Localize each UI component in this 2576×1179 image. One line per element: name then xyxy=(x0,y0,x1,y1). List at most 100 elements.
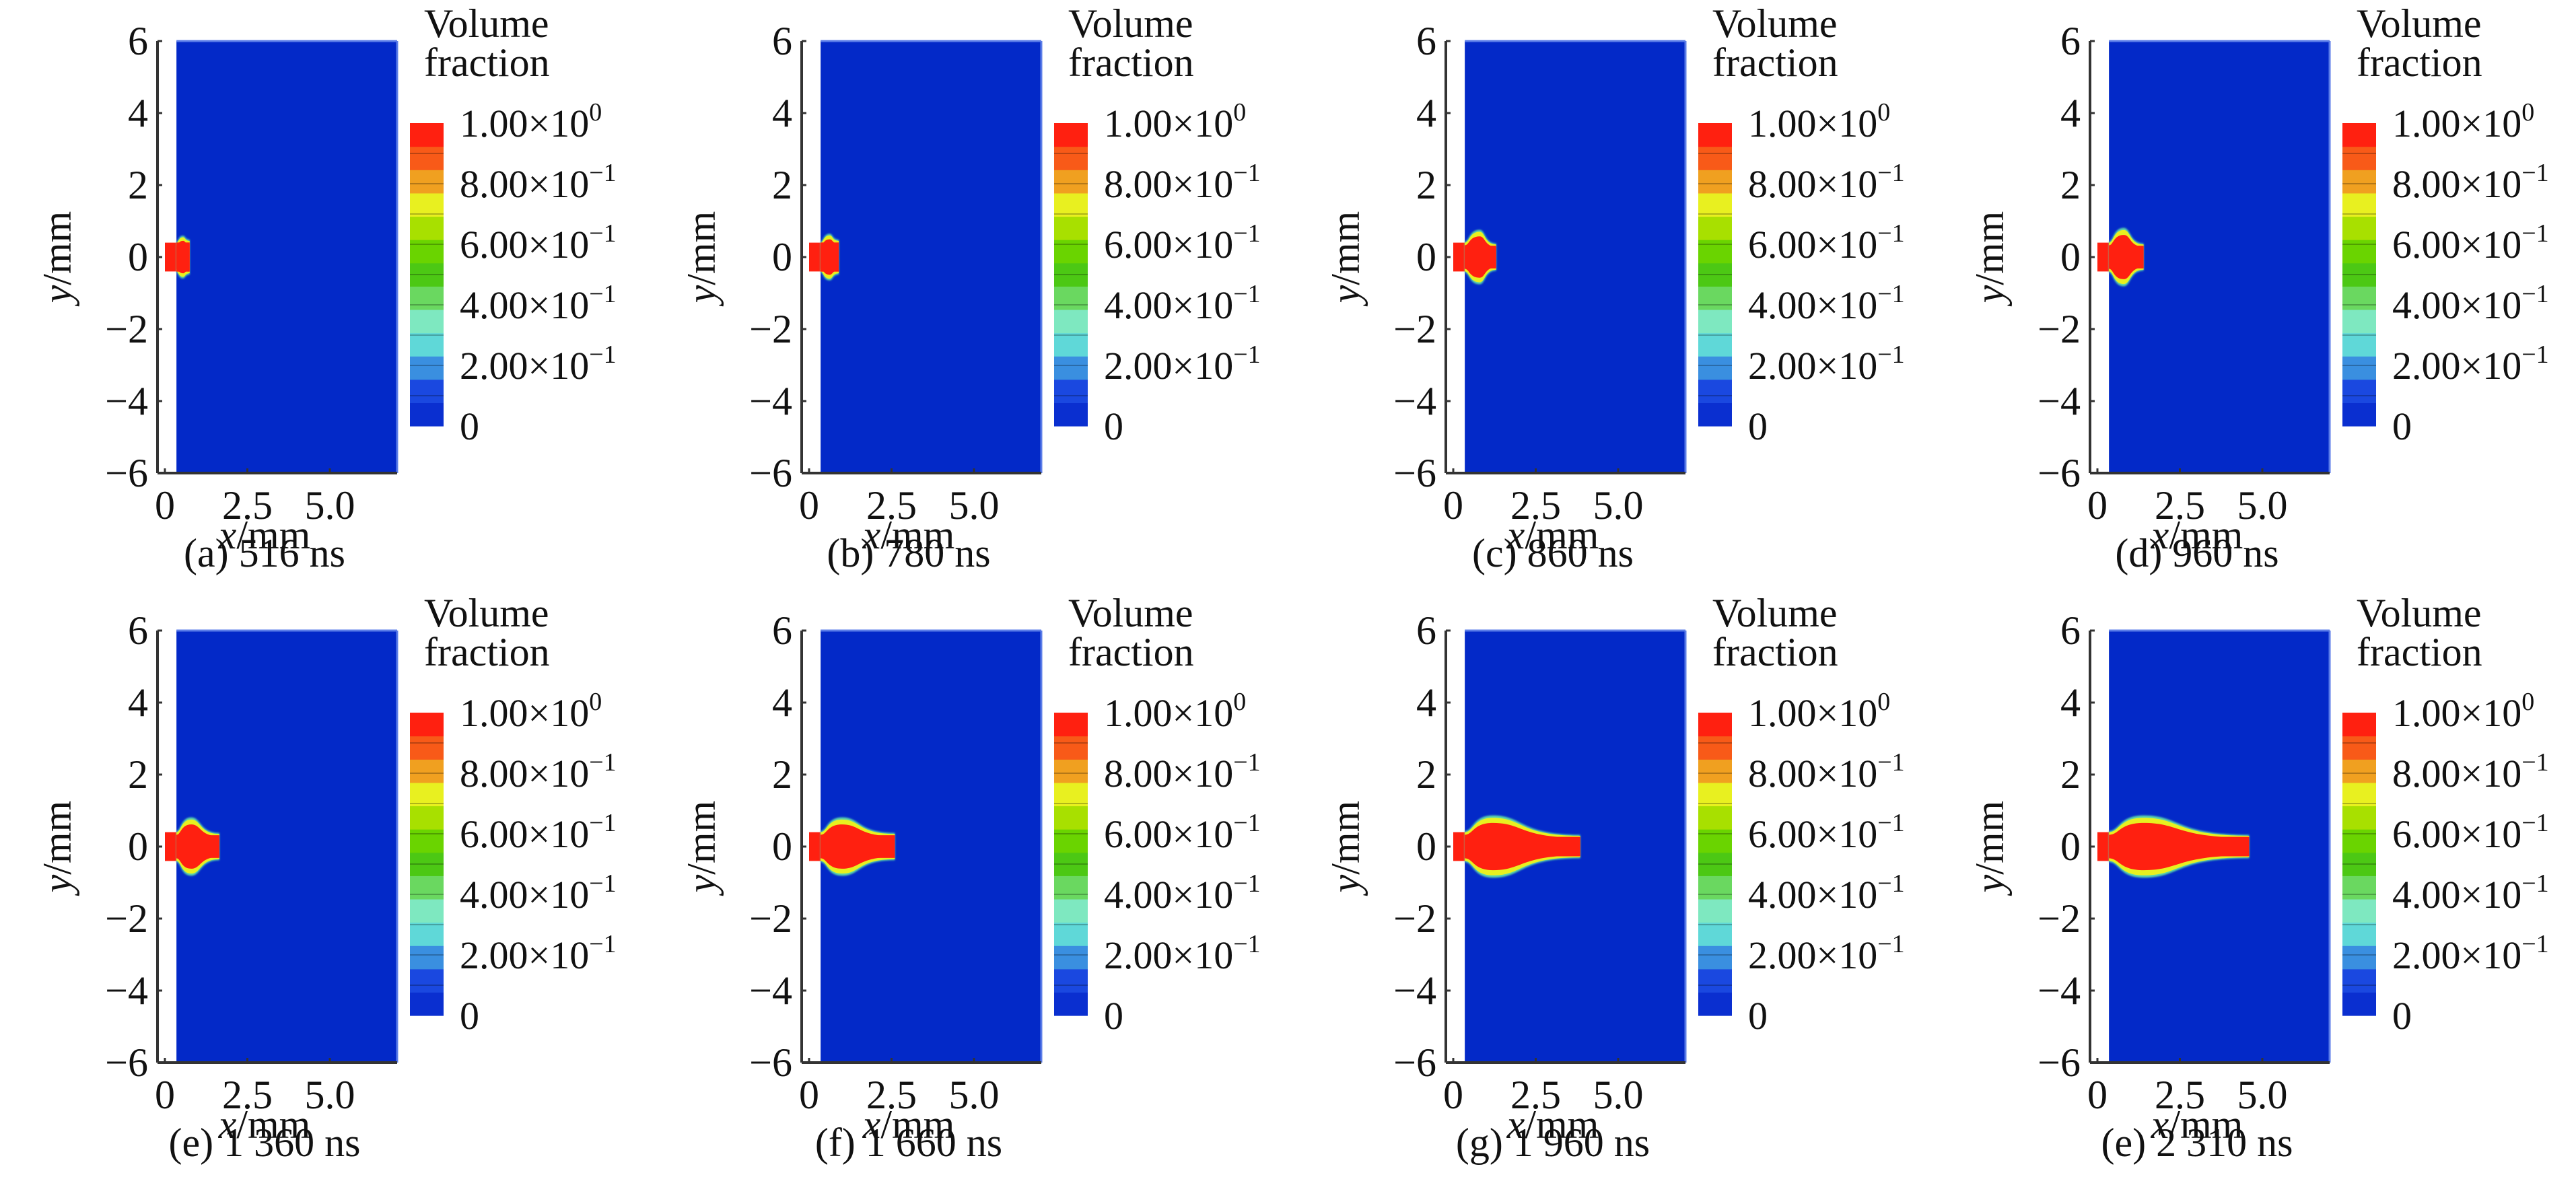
colorbar-tick-label: 8.00×10−1 xyxy=(460,748,617,795)
y-tick-label: 0 xyxy=(1416,824,1436,869)
colorbar-band xyxy=(410,852,444,876)
colorbar-band xyxy=(1054,782,1088,807)
x-tick-label: 5.0 xyxy=(1593,1073,1644,1117)
colorbar-tick-label: 8.00×10−1 xyxy=(1104,748,1261,795)
colorbar-tick-label: 4.00×10−1 xyxy=(2392,869,2549,917)
colorbar-tick-label: 4.00×10−1 xyxy=(460,869,617,917)
colorbar-band xyxy=(410,240,444,264)
y-tick-label: −2 xyxy=(105,307,148,351)
colorbar-band xyxy=(410,332,444,357)
colorbar-band xyxy=(1698,759,1732,783)
y-axis-title: y/mm xyxy=(35,801,79,897)
y-tick-label: −2 xyxy=(1393,896,1436,941)
colorbar-tick-label: 8.00×10−1 xyxy=(1104,159,1261,206)
colorbar-band xyxy=(2342,379,2376,403)
colorbar-band xyxy=(2342,286,2376,310)
y-tick-label: 6 xyxy=(128,19,148,63)
colorbar-band xyxy=(1698,216,1732,240)
colorbar-tick-label: 0 xyxy=(2392,404,2412,448)
colorbar-band xyxy=(1054,898,1088,923)
y-axis-title: y/mm xyxy=(35,211,79,308)
y-tick-label: −2 xyxy=(105,896,148,941)
x-tick-label: 0 xyxy=(2087,483,2108,528)
jet-liquid-stem xyxy=(176,835,219,858)
colorbar-band xyxy=(2342,192,2376,217)
colorbar-tick-label: 1.00×100 xyxy=(1748,688,1890,735)
colorbar-band xyxy=(1054,736,1088,760)
colorbar-band xyxy=(2342,262,2376,287)
y-tick-label: 0 xyxy=(128,235,148,279)
nozzle-liquid xyxy=(165,832,178,861)
colorbar-tick-label: 8.00×10−1 xyxy=(2392,748,2549,795)
panel-caption: (g) 1 960 ns xyxy=(1456,1120,1650,1165)
colorbar-band xyxy=(1698,736,1732,760)
colorbar-band xyxy=(1054,192,1088,217)
colorbar-band xyxy=(1054,356,1088,380)
colorbar-band xyxy=(2342,898,2376,923)
y-tick-label: −6 xyxy=(749,1040,792,1085)
flow-domain xyxy=(821,41,1041,473)
y-tick-label: 0 xyxy=(1416,235,1436,279)
y-tick-label: −4 xyxy=(2038,968,2081,1013)
colorbar-band xyxy=(2342,170,2376,194)
colorbar-band xyxy=(1054,379,1088,403)
x-tick-label: 0 xyxy=(155,1073,175,1117)
y-tick-label: 2 xyxy=(128,752,148,797)
y-tick-label: 6 xyxy=(772,19,792,63)
colorbar-band xyxy=(2342,852,2376,876)
colorbar-band xyxy=(2342,968,2376,993)
flow-domain xyxy=(1465,41,1685,473)
colorbar-band xyxy=(2342,123,2376,147)
y-tick-label: 4 xyxy=(1416,91,1436,135)
nozzle-liquid xyxy=(1453,832,1467,861)
x-tick-label: 2.5 xyxy=(222,1073,273,1117)
colorbar-tick-label: 1.00×100 xyxy=(2392,98,2534,145)
colorbar-band xyxy=(1054,240,1088,264)
colorbar-tick-label: 6.00×10−1 xyxy=(1104,809,1261,856)
colorbar-band xyxy=(410,262,444,287)
colorbar-band xyxy=(2342,922,2376,946)
colorbar-band xyxy=(1054,332,1088,357)
colorbar-band xyxy=(1054,309,1088,334)
nozzle-liquid xyxy=(1453,242,1467,272)
colorbar-band xyxy=(1698,782,1732,807)
colorbar-band xyxy=(1054,945,1088,970)
colorbar-title-line2: fraction xyxy=(424,40,550,85)
colorbar-band xyxy=(2342,945,2376,970)
colorbar-tick-label: 2.00×10−1 xyxy=(2392,930,2549,977)
colorbar-tick-label: 1.00×100 xyxy=(460,98,602,145)
colorbar-tick-label: 4.00×10−1 xyxy=(1748,280,1905,327)
colorbar-title-line1: Volume xyxy=(2357,591,2482,635)
x-tick-label: 5.0 xyxy=(2237,1073,2288,1117)
y-tick-label: −4 xyxy=(105,968,148,1013)
y-tick-label: 6 xyxy=(772,608,792,653)
y-tick-label: −6 xyxy=(2038,1040,2081,1085)
colorbar-band xyxy=(1698,945,1732,970)
colorbar-tick-label: 2.00×10−1 xyxy=(1104,930,1261,977)
y-tick-label: 4 xyxy=(128,680,148,725)
nozzle-liquid xyxy=(165,242,178,272)
colorbar-title-line2: fraction xyxy=(2357,40,2482,85)
colorbar-band xyxy=(1698,806,1732,830)
x-tick-label: 5.0 xyxy=(305,1073,355,1117)
y-tick-label: −6 xyxy=(2038,451,2081,495)
y-tick-label: 2 xyxy=(1416,163,1436,207)
colorbar-tick-label: 4.00×10−1 xyxy=(1748,869,1905,917)
x-tick-label: 0 xyxy=(2087,1073,2108,1117)
x-axis-title: x/mm xyxy=(2151,1102,2243,1147)
y-tick-label: −2 xyxy=(2038,896,2081,941)
colorbar-tick-label: 0 xyxy=(2392,994,2412,1038)
colorbar-band xyxy=(2342,992,2376,1016)
jet-liquid-stem xyxy=(2109,246,2144,269)
y-tick-label: −4 xyxy=(749,379,792,423)
colorbar-band xyxy=(1698,240,1732,264)
colorbar-band xyxy=(410,968,444,993)
x-tick-label: 2.5 xyxy=(1510,483,1561,528)
colorbar-band xyxy=(1698,170,1732,194)
colorbar-band xyxy=(410,922,444,946)
colorbar-band xyxy=(1054,922,1088,946)
colorbar-band xyxy=(1698,309,1732,334)
